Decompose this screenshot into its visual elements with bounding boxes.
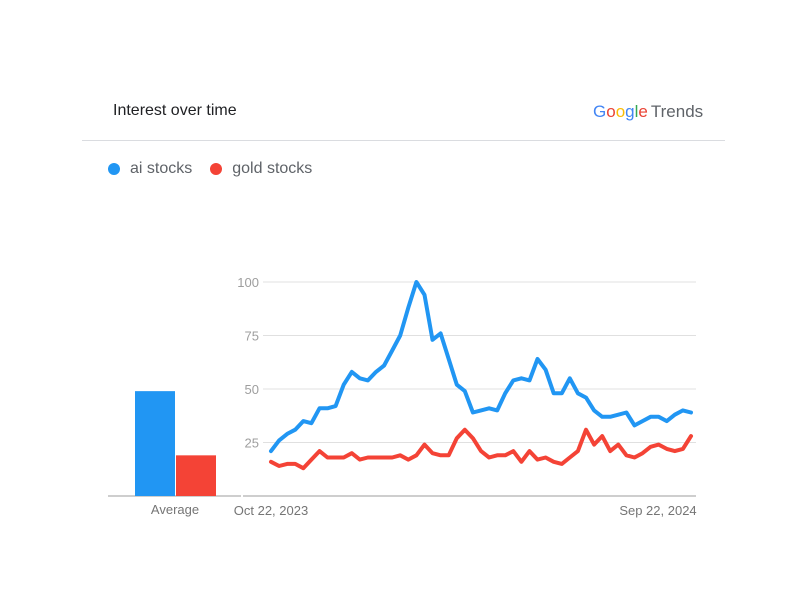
average-label: Average bbox=[151, 502, 199, 517]
y-tick-label: 50 bbox=[245, 382, 259, 397]
google-trends-logo: Google Trends bbox=[593, 102, 703, 122]
google-logo-letter: l bbox=[634, 102, 639, 121]
header-divider bbox=[82, 140, 725, 141]
average-bar-ai-stocks bbox=[135, 391, 175, 496]
google-logo-letter: o bbox=[615, 102, 626, 121]
legend-label-gold-stocks: gold stocks bbox=[232, 160, 313, 177]
average-bar-gold-stocks bbox=[176, 455, 216, 496]
google-logo-text: Google bbox=[593, 102, 648, 121]
y-tick-label: 25 bbox=[245, 436, 259, 451]
legend-item-gold-stocks[interactable]: gold stocks bbox=[210, 160, 312, 178]
series-line-ai-stocks bbox=[269, 280, 693, 454]
y-tick-label: 75 bbox=[245, 329, 259, 344]
google-logo-letter: G bbox=[593, 102, 607, 121]
x-start-label: Oct 22, 2023 bbox=[234, 503, 308, 518]
chart-legend: ai stocks gold stocks bbox=[108, 160, 330, 178]
legend-item-ai-stocks[interactable]: ai stocks bbox=[108, 160, 192, 178]
trends-logo-text: Trends bbox=[650, 102, 704, 121]
chart-header-title: Interest over time bbox=[113, 102, 237, 119]
google-logo-letter: e bbox=[638, 102, 648, 121]
x-end-label: Sep 22, 2024 bbox=[619, 503, 696, 518]
y-tick-label: 100 bbox=[237, 275, 259, 290]
google-logo-letter: o bbox=[606, 102, 616, 121]
google-logo-letter: g bbox=[625, 102, 635, 121]
legend-dot-ai-stocks bbox=[108, 163, 120, 175]
legend-dot-gold-stocks bbox=[210, 163, 223, 175]
series-line-gold-stocks bbox=[269, 427, 693, 471]
legend-label-ai-stocks: ai stocks bbox=[130, 160, 193, 177]
